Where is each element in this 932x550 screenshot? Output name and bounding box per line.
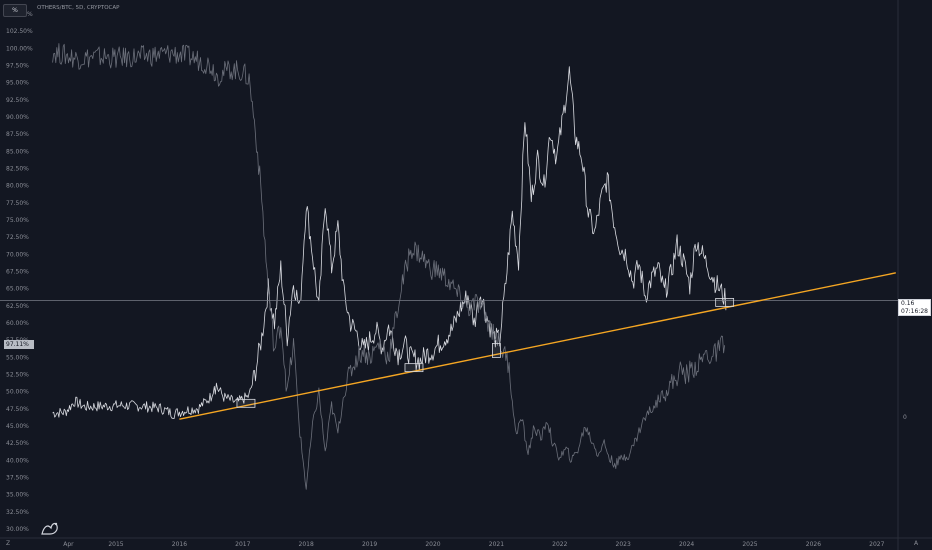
x-tick-label: 2018 bbox=[299, 541, 314, 548]
right-scale-zero: 0 bbox=[903, 414, 907, 421]
y-tick-label: 40.00% bbox=[6, 457, 29, 464]
x-tick-label: 2023 bbox=[616, 541, 631, 548]
touch-point-box bbox=[236, 398, 256, 408]
x-tick-label: 2020 bbox=[425, 541, 440, 548]
y-tick-label: 92.50% bbox=[6, 97, 29, 104]
y-tick-label: 102.50% bbox=[6, 28, 33, 35]
y-tick-label: 42.50% bbox=[6, 440, 29, 447]
percent-scale-button[interactable]: % bbox=[3, 4, 27, 17]
y-tick-label: 30.00% bbox=[6, 526, 29, 533]
touch-point-box bbox=[404, 363, 424, 373]
y-tick-label: 62.50% bbox=[6, 303, 29, 310]
y-tick-label: 82.50% bbox=[6, 166, 29, 173]
candle-countdown: 07:16:28 bbox=[901, 307, 928, 315]
y-tick-label: 55.00% bbox=[6, 354, 29, 361]
price-series bbox=[52, 43, 727, 490]
y-tick-label: 90.00% bbox=[6, 114, 29, 121]
left-value-marker: 97.11% bbox=[4, 340, 34, 349]
touch-boxes bbox=[236, 297, 735, 408]
y-tick-label: 67.50% bbox=[6, 269, 29, 276]
y-tick-label: 100.00% bbox=[6, 45, 33, 52]
tradingview-logo-icon bbox=[41, 522, 58, 535]
y-tick-label: 70.00% bbox=[6, 251, 29, 258]
x-tick-label: 2016 bbox=[172, 541, 187, 548]
x-tick-label: 2024 bbox=[679, 541, 694, 548]
y-tick-label: 37.50% bbox=[6, 475, 29, 482]
timezone-button[interactable]: Z bbox=[5, 540, 11, 547]
x-tick-label: Apr bbox=[63, 541, 74, 548]
y-tick-label: 80.00% bbox=[6, 183, 29, 190]
current-price-label: 0.16 07:16:28 bbox=[898, 299, 931, 316]
series-line-grey bbox=[52, 43, 725, 490]
auto-scale-button[interactable]: A bbox=[913, 540, 919, 547]
x-tick-label: 2022 bbox=[552, 541, 567, 548]
y-tick-label: 47.50% bbox=[6, 406, 29, 413]
trendline[interactable] bbox=[179, 272, 896, 420]
x-tick-label: 2025 bbox=[742, 541, 757, 548]
y-tick-label: 75.00% bbox=[6, 217, 29, 224]
y-tick-label: 32.50% bbox=[6, 509, 29, 516]
support-trendline[interactable] bbox=[179, 272, 896, 420]
x-axis-labels: Apr 2015 2016 2017 2018 2019 2020 2021 2022 2023 2… bbox=[63, 541, 884, 548]
x-tick-label: 2015 bbox=[108, 541, 123, 548]
y-tick-label: 45.00% bbox=[6, 423, 29, 430]
y-tick-label: 97.50% bbox=[6, 63, 29, 70]
x-tick-label: 2019 bbox=[362, 541, 377, 548]
x-tick-label: 2027 bbox=[869, 541, 884, 548]
touch-point-box bbox=[491, 343, 501, 358]
y-tick-label: 77.50% bbox=[6, 200, 29, 207]
symbol-title[interactable]: OTHERS/BTC, 5D, CRYPTOCAP bbox=[37, 5, 120, 11]
y-tick-label: 95.00% bbox=[6, 80, 29, 87]
y-tick-label: 50.00% bbox=[6, 389, 29, 396]
y-tick-label: 35.00% bbox=[6, 492, 29, 499]
y-tick-label: 87.50% bbox=[6, 131, 29, 138]
y-tick-label: 60.00% bbox=[6, 320, 29, 327]
x-tick-label: 2021 bbox=[489, 541, 504, 548]
y-tick-label: 65.00% bbox=[6, 286, 29, 293]
y-tick-label: 85.00% bbox=[6, 148, 29, 155]
x-tick-label: 2026 bbox=[806, 541, 821, 548]
series-line-white bbox=[52, 66, 727, 419]
current-price-value: 0.16 bbox=[901, 300, 915, 307]
touch-point-box bbox=[715, 297, 735, 307]
y-tick-label: 72.50% bbox=[6, 234, 29, 241]
x-tick-label: 2017 bbox=[235, 541, 250, 548]
y-tick-label: 52.50% bbox=[6, 372, 29, 379]
